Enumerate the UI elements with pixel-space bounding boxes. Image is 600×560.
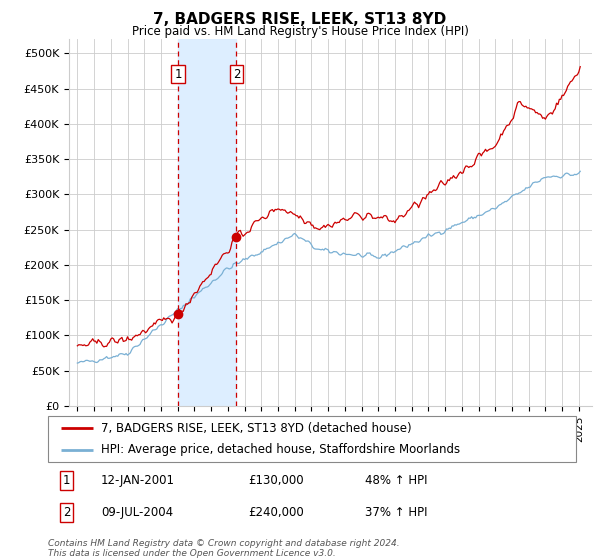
Text: 7, BADGERS RISE, LEEK, ST13 8YD: 7, BADGERS RISE, LEEK, ST13 8YD	[154, 12, 446, 27]
Text: £240,000: £240,000	[248, 506, 304, 519]
Text: 2: 2	[63, 506, 70, 519]
Text: Price paid vs. HM Land Registry's House Price Index (HPI): Price paid vs. HM Land Registry's House …	[131, 25, 469, 38]
Text: 37% ↑ HPI: 37% ↑ HPI	[365, 506, 427, 519]
Text: 09-JUL-2004: 09-JUL-2004	[101, 506, 173, 519]
FancyBboxPatch shape	[48, 416, 576, 462]
Text: 2: 2	[233, 68, 240, 81]
Text: 1: 1	[63, 474, 70, 487]
Text: 48% ↑ HPI: 48% ↑ HPI	[365, 474, 427, 487]
Text: Contains HM Land Registry data © Crown copyright and database right 2024.
This d: Contains HM Land Registry data © Crown c…	[48, 539, 400, 558]
Text: 7, BADGERS RISE, LEEK, ST13 8YD (detached house): 7, BADGERS RISE, LEEK, ST13 8YD (detache…	[101, 422, 412, 435]
Text: HPI: Average price, detached house, Staffordshire Moorlands: HPI: Average price, detached house, Staf…	[101, 443, 460, 456]
Text: 12-JAN-2001: 12-JAN-2001	[101, 474, 175, 487]
Text: 1: 1	[175, 68, 182, 81]
Text: £130,000: £130,000	[248, 474, 304, 487]
Bar	[178, 39, 236, 406]
